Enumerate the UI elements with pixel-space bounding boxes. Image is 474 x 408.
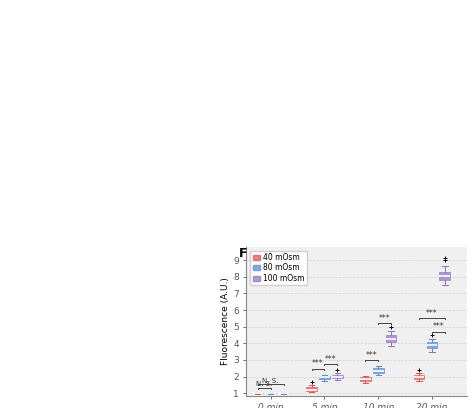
Text: N. S.: N. S. xyxy=(256,381,273,388)
Text: N. S.: N. S. xyxy=(263,378,279,384)
Text: ***: *** xyxy=(379,314,391,323)
PathPatch shape xyxy=(360,377,371,381)
PathPatch shape xyxy=(332,375,343,378)
Text: F: F xyxy=(239,247,248,260)
PathPatch shape xyxy=(414,375,424,379)
PathPatch shape xyxy=(373,368,383,373)
PathPatch shape xyxy=(265,392,276,393)
PathPatch shape xyxy=(306,387,317,391)
Text: ***: *** xyxy=(433,322,444,331)
Text: ***: *** xyxy=(312,359,324,368)
PathPatch shape xyxy=(439,272,450,280)
PathPatch shape xyxy=(319,376,330,379)
Text: ***: *** xyxy=(366,351,378,360)
PathPatch shape xyxy=(278,392,289,393)
Text: ***: *** xyxy=(325,355,337,364)
PathPatch shape xyxy=(386,335,396,341)
Legend: 40 mOsm, 80 mOsm, 100 mOsm: 40 mOsm, 80 mOsm, 100 mOsm xyxy=(250,251,307,285)
Y-axis label: Fluorescence (A.U.): Fluorescence (A.U.) xyxy=(221,277,230,365)
Text: ***: *** xyxy=(426,309,438,318)
PathPatch shape xyxy=(427,342,438,348)
PathPatch shape xyxy=(252,392,263,393)
